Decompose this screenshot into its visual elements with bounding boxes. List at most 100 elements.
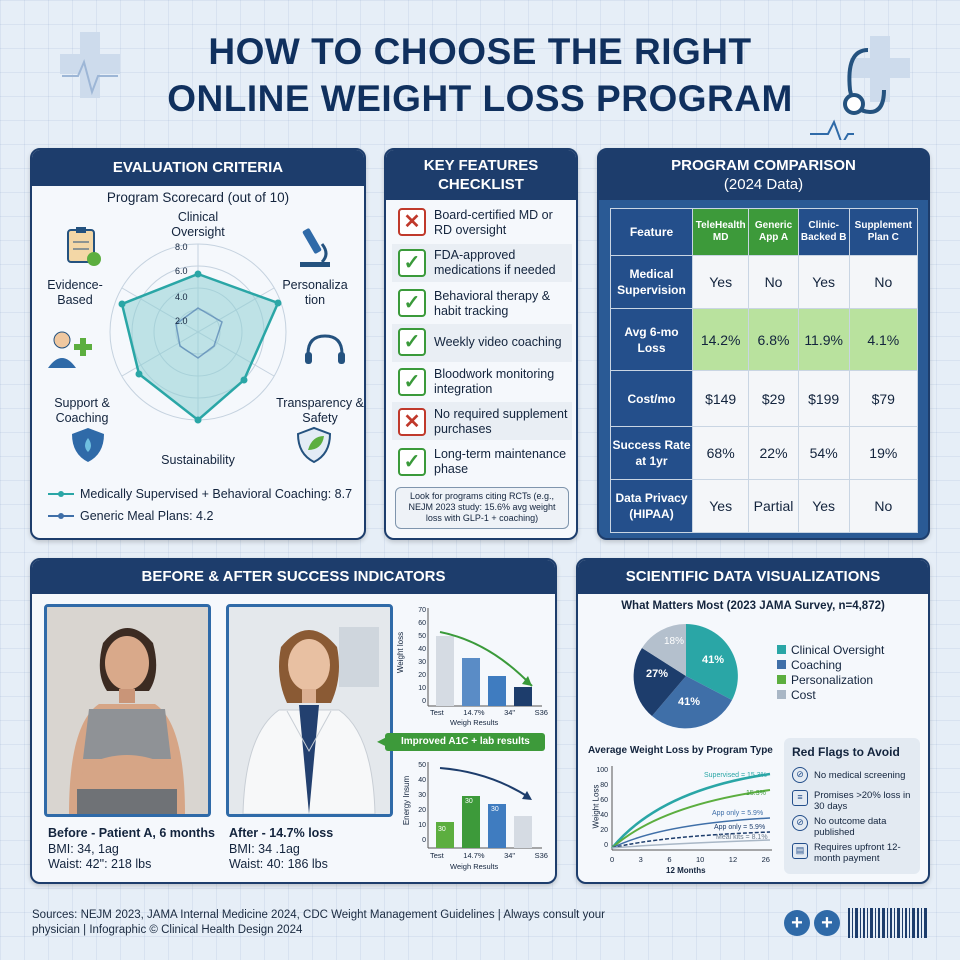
medical-cross-icon <box>60 32 120 113</box>
before-photo <box>44 604 211 817</box>
before-after-header: BEFORE & AFTER SUCCESS INDICATORS <box>32 560 555 594</box>
tick: Test <box>430 708 444 717</box>
tick: 0 <box>610 855 615 864</box>
legend-label: Coaching <box>791 658 842 672</box>
pie-title: What Matters Most (2023 JAMA Survey, n=4… <box>621 600 885 612</box>
checklist-item: Behavioral therapy & habit tracking <box>434 289 551 318</box>
row-label: Cost/mo <box>610 370 693 427</box>
before-caption: Before - Patient A, 6 months <box>48 826 215 840</box>
tick: 10 <box>695 855 705 864</box>
column-header: Generic App A <box>748 208 799 256</box>
pie-slice-coaching <box>652 676 732 729</box>
radar-chart <box>48 227 345 519</box>
chart2-xaxis-label: Weigh Results <box>450 862 499 871</box>
weight-loss-bar-chart <box>427 608 542 707</box>
bar <box>488 804 506 848</box>
row-label: Success Rate at 1yr <box>610 426 693 480</box>
comparison-header: PROGRAM COMPARISON (2024 Data) <box>599 150 928 200</box>
table-cell: 6.8% <box>748 308 799 371</box>
chart2-yticks: 50 40 30 20 10 0 <box>414 758 426 848</box>
table-cell: Yes <box>797 255 850 309</box>
line-xticks: 0 3 6 10 12 26 <box>610 855 770 864</box>
table-cell: No <box>848 479 919 533</box>
chart2-yaxis-label: Energy Insum <box>402 775 412 826</box>
red-flag-item: No medical screening <box>814 770 906 781</box>
table-cell: Partial <box>748 479 799 533</box>
shield-leaf-icon <box>296 426 332 464</box>
table-cell: 54% <box>797 426 850 480</box>
line-series-label: App only = 5.9% <box>712 810 764 817</box>
table-cell: $79 <box>848 370 919 427</box>
axis-personalization: Personalization <box>282 278 348 307</box>
tick: 0 <box>422 837 426 844</box>
red-flag-item: No outcome data published <box>814 816 887 838</box>
microscope-icon <box>300 228 330 267</box>
after-caption: After - 14.7% loss <box>229 826 334 840</box>
column-header: Clinic-Backed B <box>797 208 850 256</box>
pie-slice-cost <box>642 623 686 676</box>
series-app-only-2 <box>611 831 771 849</box>
tick: 60 <box>418 620 426 627</box>
column-header: TeleHealth MD <box>691 208 750 256</box>
tick: 14.7% <box>463 851 485 860</box>
pie-legend: Clinical Oversight Coaching Personalizat… <box>777 643 884 703</box>
line-series-label: App only = 5.9% <box>714 824 766 831</box>
bar <box>462 658 480 706</box>
pie-label: 18% <box>664 636 685 647</box>
table-row: Avg 6-mo Loss 14.2% 6.8% 11.9% 4.1% <box>610 308 919 371</box>
checklist-note: Look for programs citing RCTs (e.g., NEJ… <box>395 487 569 529</box>
row-label: Avg 6-mo Loss <box>610 308 693 371</box>
tick: 6 <box>667 855 672 864</box>
legend-item: Coaching <box>777 658 884 673</box>
tick: 100 <box>596 767 608 774</box>
checklist-item: Weekly video coaching <box>434 335 562 349</box>
chart1-yaxis-label: Weight loss <box>396 631 406 674</box>
tick: 20 <box>600 827 608 834</box>
radar-tick-2: 2.0 <box>175 316 188 326</box>
table-cell: $199 <box>797 370 850 427</box>
feature-header: Feature <box>610 208 693 256</box>
check-mark-icon: ✓ <box>398 368 426 396</box>
pie-chart <box>633 623 738 729</box>
footer-line-1: Sources: NEJM 2023, JAMA Internal Medici… <box>32 909 605 921</box>
row-label: Data Privacy (HIPAA) <box>610 479 693 533</box>
pie-label: 41% <box>702 654 725 666</box>
comparison-header-line1: PROGRAM COMPARISON <box>671 157 856 174</box>
tick: 60 <box>600 797 608 804</box>
line-yticks: 100 80 60 40 20 0 <box>593 763 608 853</box>
table-cell: 68% <box>691 426 750 480</box>
chart2-bar-label: 30 <box>491 806 499 813</box>
headset-icon <box>305 334 345 364</box>
bar <box>514 687 532 706</box>
tick: 80 <box>600 782 608 789</box>
tick: 10 <box>418 822 426 829</box>
axis-transparency-safety: Transparency & Safety <box>276 396 364 425</box>
column-header: Supplement Plan C <box>848 208 919 256</box>
tick: S36 <box>534 851 548 860</box>
check-mark-icon: ✓ <box>398 249 426 277</box>
arrow-left-icon: ◀ <box>377 733 390 750</box>
checklist-item: Long-term maintenance phase <box>434 447 567 476</box>
title-line-1: HOW TO CHOOSE THE RIGHT <box>208 31 752 72</box>
table-cell: Yes <box>691 255 750 309</box>
row-label: Medical Supervision <box>610 255 693 309</box>
before-bmi: BMI: 34, 1ag <box>48 842 119 856</box>
bar <box>488 676 506 706</box>
tick: 0 <box>422 698 426 705</box>
x-mark-icon: ✕ <box>398 208 426 236</box>
series-meal-kits <box>611 839 771 849</box>
line-chart-title: Average Weight Loss by Program Type <box>588 745 773 756</box>
tick: 50 <box>418 762 426 769</box>
tick: 0 <box>604 842 608 849</box>
radar-tick-8: 8.0 <box>175 242 188 252</box>
promise-icon: ≡ <box>792 790 808 806</box>
barcode-icon <box>848 908 927 938</box>
check-mark-icon: ✓ <box>398 448 426 476</box>
table-cell: 11.9% <box>797 308 850 371</box>
table-cell: 22% <box>748 426 799 480</box>
shield-drop-icon <box>72 428 104 462</box>
table-row: Cost/mo $149 $29 $199 $79 <box>610 370 919 427</box>
tick: 10 <box>418 685 426 692</box>
checklist-item: Bloodwork monitoring integration <box>434 367 555 396</box>
chart2-bar-label: 30 <box>438 826 446 833</box>
